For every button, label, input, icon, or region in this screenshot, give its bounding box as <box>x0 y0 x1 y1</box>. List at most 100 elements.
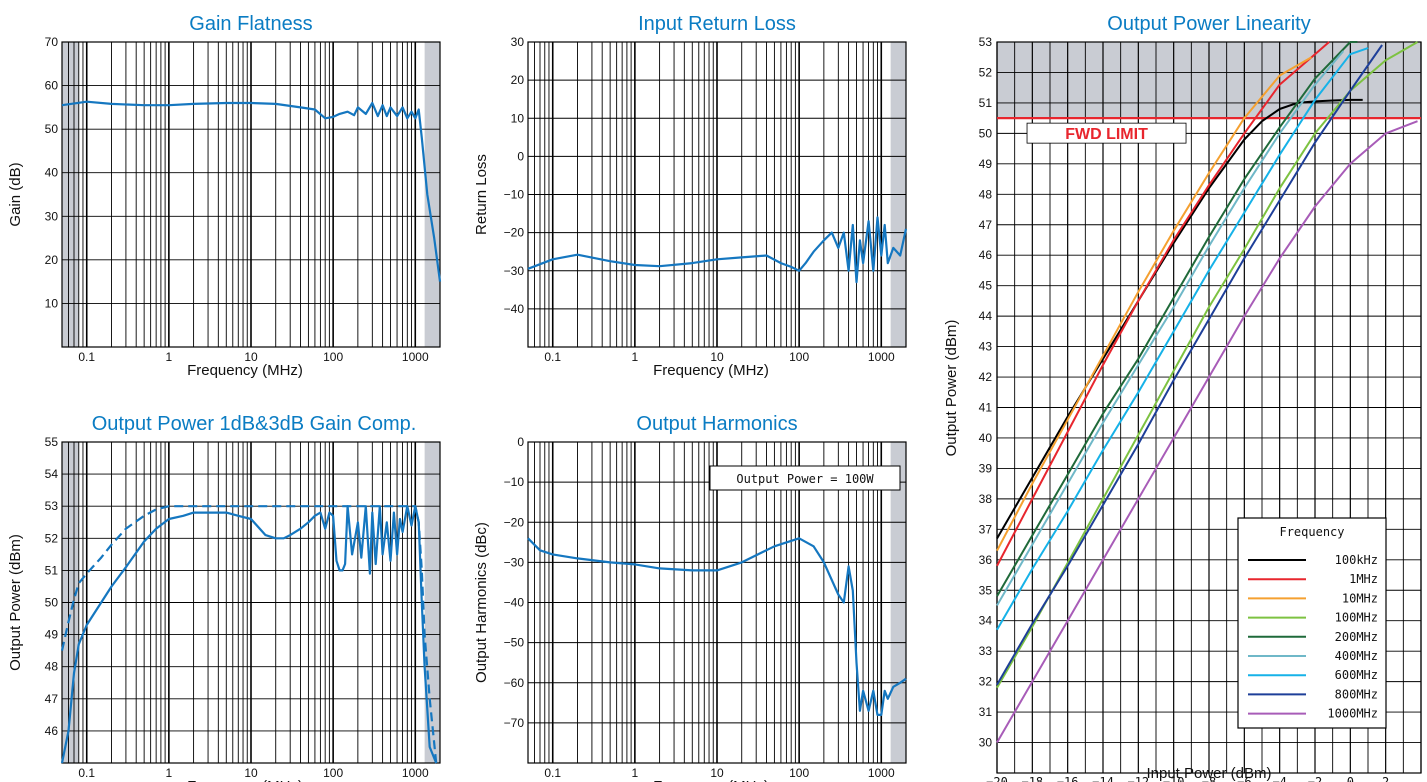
y-tick-label: 40 <box>45 166 59 180</box>
annotation-box: Output Power = 100W <box>709 465 901 491</box>
x-tick-label: −10 <box>1163 775 1185 782</box>
legend-label: 400MHz <box>1335 649 1378 663</box>
legend-label: 600MHz <box>1335 668 1378 682</box>
series-line-10MHz <box>996 56 1312 552</box>
series-line-200MHz <box>996 41 1358 597</box>
y-tick-label: 47 <box>45 692 59 706</box>
y-tick-label: −30 <box>504 555 525 569</box>
y-tick-label: 47 <box>979 218 993 232</box>
shaded-region <box>424 42 440 347</box>
legend-label: 100MHz <box>1335 611 1378 625</box>
y-tick-label: 50 <box>45 596 59 610</box>
y-tick-label: 35 <box>979 583 993 597</box>
x-tick-label: 1000 <box>868 766 895 780</box>
y-tick-label: 53 <box>45 499 59 513</box>
y-tick-label: 46 <box>45 724 59 738</box>
plot-border <box>996 41 1422 774</box>
y-axis-label: Output Harmonics (dBc) <box>473 522 490 683</box>
x-tick-label: 100 <box>323 350 343 364</box>
x-tick-label: −12 <box>1127 775 1149 782</box>
y-tick-label: 51 <box>45 563 59 577</box>
chart-0: Gain Flatness 0.1 1 10 100 1000 10 20 30 40 50 60 70… <box>7 13 442 379</box>
legend-label: 100kHz <box>1335 553 1378 567</box>
y-tick-label: −40 <box>504 596 525 610</box>
x-tick-label: −8 <box>1202 775 1216 782</box>
plot-border <box>527 41 907 348</box>
y-tick-label: 48 <box>45 660 59 674</box>
x-tick-label: 0.1 <box>78 766 95 780</box>
y-tick-label: 60 <box>45 79 59 93</box>
series-line-0 <box>527 537 907 717</box>
y-tick-label: 46 <box>979 248 993 262</box>
y-tick-label: 45 <box>979 279 993 293</box>
x-tick-label: −16 <box>1057 775 1079 782</box>
y-axis-label: Return Loss <box>473 154 490 235</box>
legend-label: 1MHz <box>1349 572 1378 586</box>
x-tick-label: 1 <box>632 766 639 780</box>
y-tick-label: 51 <box>979 96 993 110</box>
series-line-1 <box>60 505 438 764</box>
x-tick-label: 0 <box>1347 775 1354 782</box>
legend-label: 200MHz <box>1335 630 1378 644</box>
y-tick-label: 50 <box>979 126 993 140</box>
plot-border <box>61 441 441 764</box>
y-tick-label: 40 <box>979 431 993 445</box>
chart-title: Output Power Linearity <box>1107 13 1310 35</box>
x-axis-label: Frequency (MHz) <box>653 362 769 379</box>
x-tick-label: 1000 <box>868 350 895 364</box>
y-tick-label: 32 <box>979 675 993 689</box>
series-line-400MHz <box>996 50 1345 607</box>
x-tick-label: 100 <box>323 766 343 780</box>
x-axis-label: Input Power (dBm) <box>1146 765 1271 782</box>
y-tick-label: 10 <box>511 111 525 125</box>
x-tick-label: −6 <box>1237 775 1251 782</box>
x-tick-label: 2 <box>1382 775 1389 782</box>
y-tick-label: −20 <box>504 226 525 240</box>
y-tick-label: 49 <box>979 157 993 171</box>
x-tick-label: −18 <box>1021 775 1043 782</box>
y-tick-label: −70 <box>504 716 525 730</box>
y-tick-label: 52 <box>45 531 59 545</box>
y-axis-label: Gain (dB) <box>7 162 24 226</box>
series-line-1MHz <box>996 41 1330 567</box>
x-tick-label: 10 <box>710 350 724 364</box>
y-tick-label: 20 <box>45 253 59 267</box>
x-tick-label: 10 <box>244 766 258 780</box>
y-tick-label: −10 <box>504 188 525 202</box>
y-tick-label: −10 <box>504 475 525 489</box>
legend-label: 1000MHz <box>1327 707 1378 721</box>
x-axis-label: Frequency (MHz) <box>653 778 769 782</box>
y-tick-label: 55 <box>45 435 59 449</box>
x-tick-label: 10 <box>710 766 724 780</box>
y-tick-label: −20 <box>504 515 525 529</box>
chart-3: Output Power 1dB&3dB Gain Comp. 0.1 1 10 100… <box>7 413 441 782</box>
series-line-1000MHz <box>996 120 1418 744</box>
series-line-0 <box>527 216 908 284</box>
y-tick-label: 34 <box>979 614 993 628</box>
y-tick-label: 42 <box>979 370 993 384</box>
series-line-0 <box>61 100 442 282</box>
y-tick-label: −60 <box>504 676 525 690</box>
x-tick-label: 100 <box>789 766 809 780</box>
series-line-600MHz <box>996 47 1369 631</box>
x-tick-label: 1 <box>166 350 173 364</box>
x-tick-label: −14 <box>1092 775 1114 782</box>
y-tick-label: 70 <box>45 35 59 49</box>
x-tick-label: 1000 <box>402 766 429 780</box>
y-axis-label: Output Power (dBm) <box>943 320 960 457</box>
y-tick-label: 0 <box>517 435 524 449</box>
legend-title: Frequency <box>1279 525 1344 539</box>
y-tick-label: 43 <box>979 340 993 354</box>
legend-label: 800MHz <box>1335 687 1378 701</box>
y-tick-label: 37 <box>979 522 993 536</box>
y-tick-label: 30 <box>45 209 59 223</box>
y-tick-label: 36 <box>979 553 993 567</box>
y-tick-label: 39 <box>979 461 993 475</box>
chart-title: Output Power 1dB&3dB Gain Comp. <box>92 413 417 435</box>
series-line-800MHz <box>996 44 1383 686</box>
x-axis-label: Frequency (MHz) <box>187 362 303 379</box>
x-tick-label: 1000 <box>402 350 429 364</box>
x-tick-label: −2 <box>1308 775 1322 782</box>
shaded-region <box>62 42 79 347</box>
x-tick-label: −20 <box>986 775 1008 782</box>
